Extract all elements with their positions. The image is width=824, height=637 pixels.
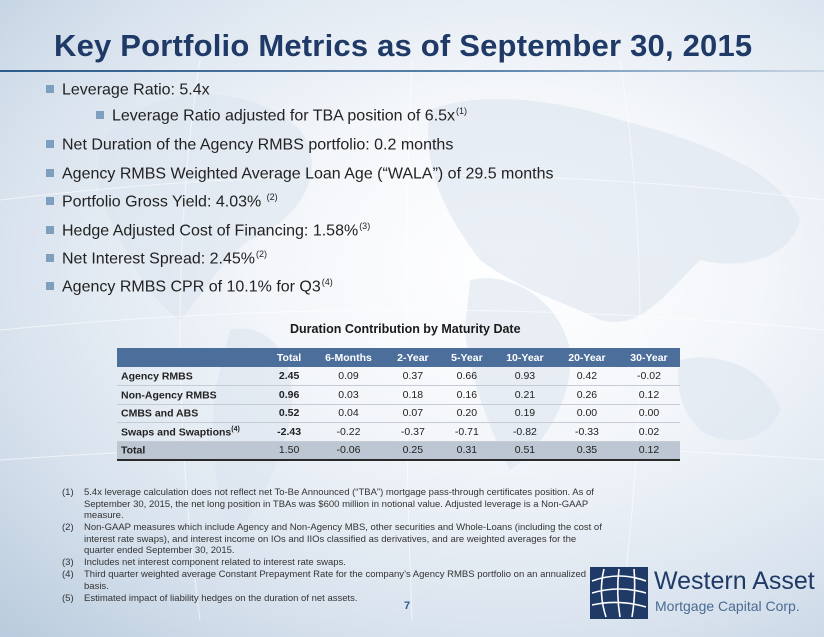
table-cell: -0.71: [439, 422, 494, 442]
bullet-marker-icon: [46, 169, 54, 177]
table-cell: 0.37: [385, 367, 440, 386]
table-cell: 0.31: [439, 441, 494, 461]
table-cell: 0.16: [439, 385, 494, 405]
table-cell: -2.43: [267, 422, 312, 442]
table-cell: 0.12: [617, 385, 680, 405]
bullet-marker-icon: [46, 85, 54, 93]
table-cell: 0.35: [555, 441, 618, 461]
table-cell: 0.00: [617, 404, 680, 423]
table-cell: 0.93: [493, 367, 556, 386]
company-logo: Western Asset Mortgage Capital Corp.: [588, 563, 815, 625]
row-label: Total: [117, 441, 267, 461]
footnote: (2) Non-GAAP measures which include Agenc…: [62, 522, 602, 556]
table-cell: 0.19: [493, 404, 556, 423]
table-cell: 0.96: [267, 385, 312, 405]
footnote: (3) Includes net interest component relat…: [62, 557, 346, 568]
column-header: 6-Months: [311, 348, 386, 367]
bullet-gross-yield: Portfolio Gross Yield: 4.03% (2): [46, 192, 278, 211]
column-header: 10-Year: [493, 348, 556, 367]
column-header: 2-Year: [385, 348, 440, 367]
table-cell: -0.82: [493, 422, 556, 442]
footnotes: (1) 5.4x leverage calculation does not re…: [62, 487, 602, 605]
table-cell: 0.66: [439, 367, 494, 386]
bullet-net-duration: Net Duration of the Agency RMBS portfoli…: [46, 135, 454, 154]
page-title: Key Portfolio Metrics as of September 30…: [54, 28, 753, 63]
table-title: Duration Contribution by Maturity Date: [290, 322, 521, 336]
column-header: [117, 348, 267, 367]
table-cell: 0.07: [385, 404, 440, 423]
column-header: 20-Year: [555, 348, 618, 367]
bullet-cost-of-financing: Hedge Adjusted Cost of Financing: 1.58%(…: [46, 221, 370, 240]
bullet-net-interest-spread: Net Interest Spread: 2.45%(2): [46, 249, 267, 268]
table-row: Swaps and Swaptions(4) -2.43 -0.22 -0.37…: [117, 422, 680, 442]
page-number: 7: [404, 600, 411, 612]
footnote: (5) Estimated impact of liability hedges …: [62, 592, 358, 604]
bullet-marker-icon: [96, 111, 104, 119]
bullet-adjusted-leverage: Leverage Ratio adjusted for TBA position…: [96, 106, 467, 125]
table-cell: -0.33: [555, 422, 618, 442]
table-cell: 2.45: [267, 367, 312, 386]
row-label: Non-Agency RMBS: [117, 385, 267, 405]
table-cell: 0.52: [267, 404, 312, 423]
table-cell: 0.21: [493, 385, 556, 405]
table-cell: 0.09: [311, 367, 386, 386]
bullet-marker-icon: [46, 140, 54, 148]
bullet-agency-cpr: Agency RMBS CPR of 10.1% for Q3(4): [46, 277, 333, 296]
table-cell: 0.20: [439, 404, 494, 423]
table-cell: 1.50: [267, 441, 312, 461]
logo-subtitle: Mortgage Capital Corp.: [655, 598, 800, 614]
table-cell: 0.25: [385, 441, 440, 461]
bullet-wala: Agency RMBS Weighted Average Loan Age (“…: [46, 164, 555, 183]
column-header: 5-Year: [439, 348, 494, 367]
table-cell: -0.02: [617, 367, 680, 386]
table-row: CMBS and ABS 0.52 0.04 0.07 0.20 0.19 0.…: [117, 404, 680, 423]
column-header: Total: [267, 348, 312, 367]
table-cell: -0.37: [385, 422, 440, 442]
table-header-row: Total 6-Months 2-Year 5-Year 10-Year 20-…: [117, 348, 680, 367]
table-row: Agency RMBS 2.45 0.09 0.37 0.66 0.93 0.4…: [117, 367, 680, 386]
table-cell: -0.06: [311, 441, 386, 461]
bullet-marker-icon: [46, 226, 54, 234]
table-cell: 0.04: [311, 404, 386, 423]
duration-contribution-table: Total 6-Months 2-Year 5-Year 10-Year 20-…: [117, 348, 680, 461]
globe-grid-icon: [590, 567, 648, 619]
table-cell: 0.42: [555, 367, 618, 386]
table-cell: -0.22: [311, 422, 386, 442]
logo-name: Western Asset: [654, 567, 815, 595]
table-cell: 0.02: [617, 422, 680, 442]
row-label: CMBS and ABS: [117, 404, 267, 423]
bullet-marker-icon: [46, 197, 54, 205]
table-cell: 0.26: [555, 385, 618, 405]
bullet-leverage-ratio: Leverage Ratio: 5.4x: [46, 80, 211, 99]
footnote: (4) Third quarter weighted average Consta…: [62, 569, 587, 592]
table-cell: 0.12: [617, 441, 680, 461]
bullet-marker-icon: [46, 254, 54, 262]
row-label: Swaps and Swaptions(4): [117, 422, 267, 442]
table-cell: 0.18: [385, 385, 440, 405]
bullet-marker-icon: [46, 282, 54, 290]
table-cell: 0.00: [555, 404, 618, 423]
footnote: (1) 5.4x leverage calculation does not re…: [62, 487, 594, 521]
table-cell: 0.51: [493, 441, 556, 461]
table-cell: 0.03: [311, 385, 386, 405]
table-total-row: Total 1.50 -0.06 0.25 0.31 0.51 0.35 0.1…: [117, 441, 680, 461]
title-divider: [0, 70, 824, 72]
table-row: Non-Agency RMBS 0.96 0.03 0.18 0.16 0.21…: [117, 385, 680, 405]
column-header: 30-Year: [617, 348, 680, 367]
row-label: Agency RMBS: [117, 367, 267, 386]
